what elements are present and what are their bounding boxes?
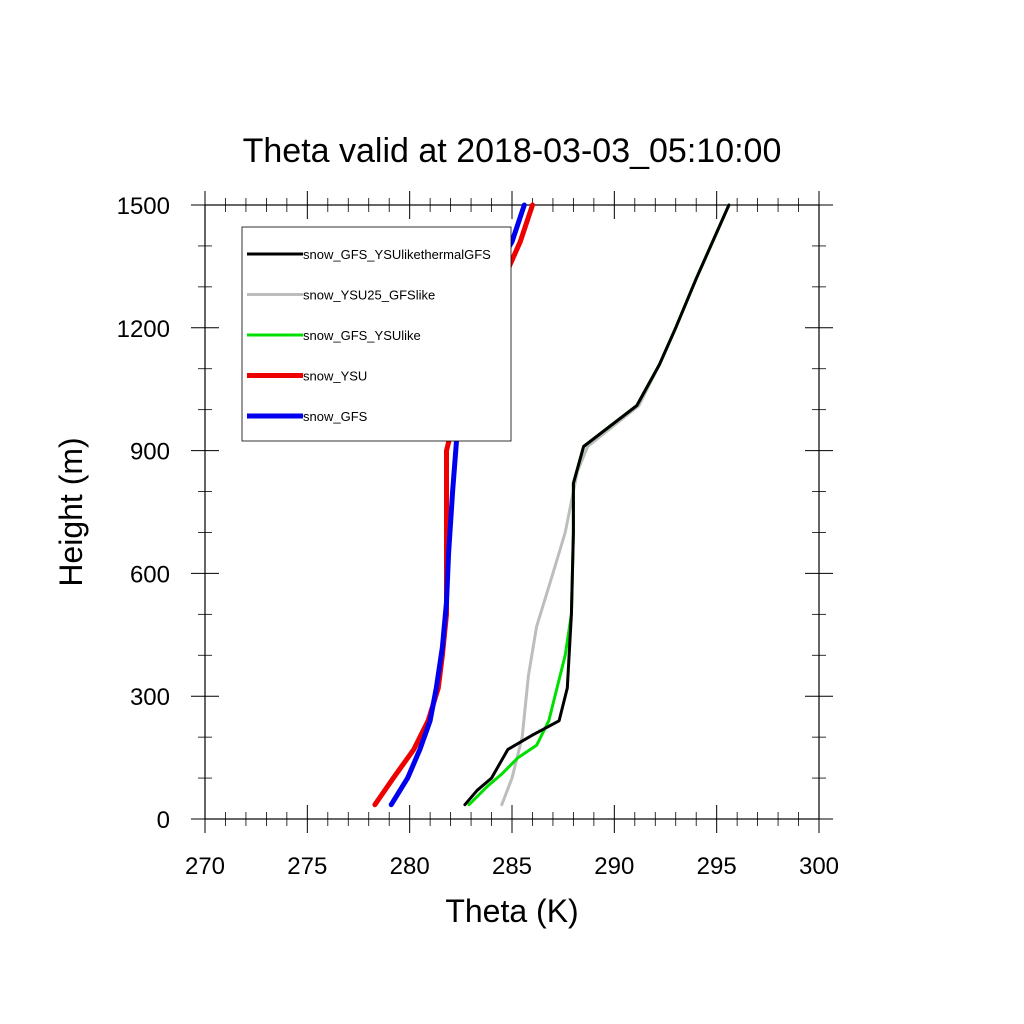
y-tick-label: 600 xyxy=(130,561,170,588)
x-tick-label: 270 xyxy=(185,853,225,880)
x-tick-label: 300 xyxy=(799,853,839,880)
x-tick-label: 285 xyxy=(492,853,532,880)
x-tick-label: 275 xyxy=(287,853,327,880)
chart-title: Theta valid at 2018-03-03_05:10:00 xyxy=(243,132,782,170)
y-axis-label: Height (m) xyxy=(53,437,89,586)
legend-label: snow_YSU25_GFSlike xyxy=(303,288,435,303)
legend-label: snow_GFS xyxy=(303,409,368,424)
legend: snow_GFS_YSUlikethermalGFS snow_YSU25_GFS… xyxy=(241,226,512,442)
x-axis-label: Theta (K) xyxy=(445,893,578,929)
y-tick-label: 0 xyxy=(157,807,170,834)
legend-label: snow_GFS_YSUlike xyxy=(303,328,421,343)
legend-label: snow_GFS_YSUlikethermalGFS xyxy=(303,247,491,262)
x-tick-label: 295 xyxy=(697,853,737,880)
y-tick-label: 900 xyxy=(130,439,170,466)
y-tick-label: 1200 xyxy=(117,316,170,343)
legend-items: snow_GFS_YSUlikethermalGFS snow_YSU25_GFS… xyxy=(247,247,491,424)
x-tick-label: 280 xyxy=(390,853,430,880)
x-tick-label: 290 xyxy=(594,853,634,880)
series-line-snow_YSU25_GFSlike xyxy=(500,203,731,807)
axis-tick-labels: 270 275 280 285 290 295 300 0 300 600 900 1200 1500 xyxy=(117,193,839,880)
legend-label: snow_YSU xyxy=(303,369,367,384)
y-tick-label: 300 xyxy=(130,684,170,711)
series-line-snow_GFS_YSUlikethermalGFS xyxy=(463,203,731,807)
y-tick-label: 1500 xyxy=(117,193,170,220)
axis-ticks xyxy=(191,191,833,833)
